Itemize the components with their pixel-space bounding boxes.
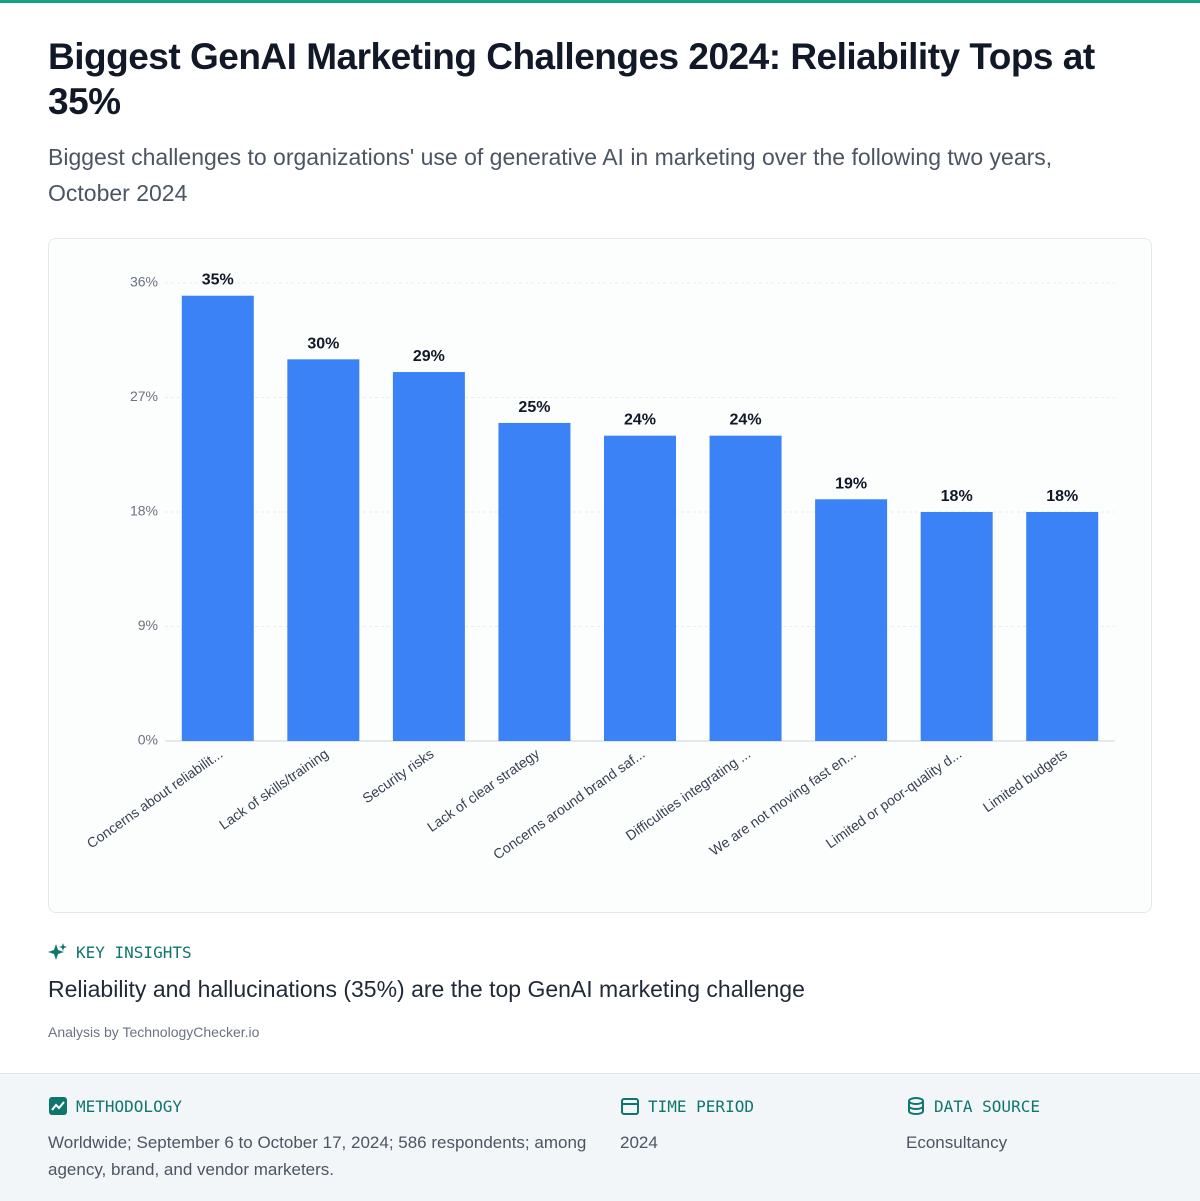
bar: [287, 359, 360, 741]
data-source-heading: DATA SOURCE: [906, 1096, 1040, 1116]
bar: [392, 372, 465, 741]
insights-heading: KEY INSIGHTS: [48, 942, 192, 962]
value-label: 19%: [835, 475, 867, 492]
methodology-heading: METHODOLOGY: [48, 1096, 182, 1116]
value-label: 35%: [202, 272, 234, 289]
time-period-heading-text: TIME PERIOD: [648, 1096, 754, 1116]
chart-icon: [49, 1097, 67, 1115]
footer: METHODOLOGY Worldwide; September 6 to Oc…: [0, 1073, 1200, 1201]
time-period-text: 2024: [620, 1133, 658, 1152]
y-tick-label: 27%: [130, 388, 158, 404]
x-tick-label: Security risks: [359, 745, 436, 806]
value-label: 25%: [518, 399, 550, 416]
bar: [498, 422, 571, 741]
subtitle: Biggest challenges to organizations' use…: [48, 144, 1053, 206]
bar: [815, 499, 888, 741]
bar: [1026, 512, 1099, 741]
methodology-heading-text: METHODOLOGY: [76, 1096, 182, 1116]
x-tick-label: Lack of skills/training: [216, 745, 331, 832]
time-period-heading: TIME PERIOD: [620, 1096, 754, 1116]
title: Biggest GenAI Marketing Challenges 2024:…: [48, 36, 1095, 122]
data-source-text: Econsultancy: [906, 1133, 1008, 1152]
methodology-text: Worldwide; September 6 to October 17, 20…: [48, 1133, 587, 1179]
calendar-icon: [621, 1098, 639, 1115]
bar: [920, 512, 993, 741]
value-label: 30%: [307, 335, 339, 352]
bar: [181, 295, 254, 741]
sparkle-icon: [48, 943, 67, 960]
bar: [709, 435, 782, 741]
value-label: 29%: [413, 348, 445, 365]
y-tick-label: 18%: [130, 503, 158, 519]
y-tick-label: 0%: [138, 732, 158, 748]
credit: Analysis by TechnologyChecker.io: [48, 1024, 260, 1040]
top-bar: [0, 0, 1200, 3]
database-icon: [908, 1097, 924, 1115]
x-tick-label: Lack of clear strategy: [424, 745, 542, 834]
value-label: 18%: [941, 488, 973, 505]
value-label: 24%: [624, 412, 656, 429]
y-tick-label: 9%: [138, 617, 158, 633]
value-label: 24%: [730, 412, 762, 429]
x-tick-label: Limited budgets: [980, 745, 1070, 815]
x-tick-label: Concerns about reliabilit...: [84, 745, 226, 851]
y-tick-label: 36%: [130, 274, 158, 290]
value-label: 18%: [1046, 488, 1078, 505]
insight-text: Reliability and hallucinations (35%) are…: [48, 976, 805, 1002]
insights-heading-text: KEY INSIGHTS: [76, 942, 192, 962]
data-source-heading-text: DATA SOURCE: [934, 1096, 1040, 1116]
bar: [604, 435, 676, 741]
